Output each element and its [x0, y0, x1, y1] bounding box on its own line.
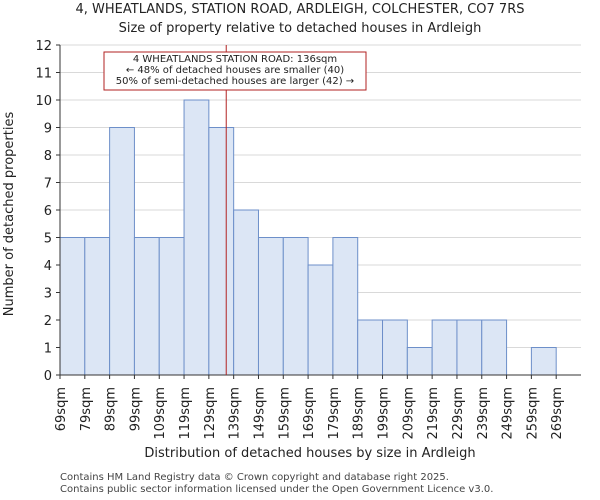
histogram-chart: 4, WHEATLANDS, STATION ROAD, ARDLEIGH, C…: [2, 2, 581, 460]
x-tick-label: 129sqm: [203, 387, 218, 440]
y-tick-label: 5: [44, 232, 52, 247]
bar-169sqm: [307, 264, 334, 376]
footer-copyright: Contains HM Land Registry data © Crown c…: [60, 472, 449, 483]
bar-179sqm: [332, 237, 359, 376]
bar-219sqm: [431, 319, 458, 376]
chart-subtitle: Size of property relative to detached ho…: [119, 21, 482, 36]
y-tick-label: 9: [44, 122, 52, 137]
bar-239sqm: [481, 319, 508, 376]
y-tick-label: 2: [44, 314, 52, 329]
x-tick-label: 199sqm: [377, 387, 392, 440]
bar-199sqm: [382, 319, 408, 376]
bar-259sqm: [530, 347, 557, 376]
bar-119sqm: [183, 99, 210, 376]
x-tick-label: 259sqm: [525, 387, 540, 440]
bar-159sqm: [282, 237, 309, 376]
bar-89sqm: [109, 127, 135, 376]
bar-79sqm: [84, 237, 111, 376]
y-tick-label: 3: [44, 287, 52, 302]
x-tick-label: 139sqm: [228, 387, 243, 440]
bar-129sqm: [208, 127, 235, 376]
bar-189sqm: [357, 319, 384, 376]
x-tick-label: 89sqm: [104, 387, 119, 431]
annotation-line-3: 50% of semi-detached houses are larger (…: [116, 76, 354, 87]
x-tick-label: 209sqm: [401, 387, 416, 440]
bar-99sqm: [133, 237, 160, 376]
x-tick-label: 159sqm: [277, 387, 292, 440]
x-tick-label: 119sqm: [178, 387, 193, 440]
x-tick-label: 99sqm: [128, 387, 143, 431]
y-tick-label: 8: [44, 149, 52, 164]
annotation-line-1: 4 WHEATLANDS STATION ROAD: 136sqm: [133, 54, 337, 65]
x-axis-label: Distribution of detached houses by size …: [144, 446, 475, 460]
y-tick-label: 0: [44, 369, 52, 384]
x-tick-label: 169sqm: [302, 387, 317, 440]
x-tick-label: 239sqm: [476, 387, 491, 440]
x-tick-label: 269sqm: [550, 387, 565, 440]
x-tick-label: 109sqm: [153, 387, 168, 440]
x-tick-label: 229sqm: [451, 387, 466, 440]
y-tick-label: 1: [44, 342, 52, 357]
x-tick-label: 179sqm: [327, 387, 342, 440]
bar-69sqm: [59, 237, 86, 376]
x-tick-label: 149sqm: [252, 387, 267, 440]
bar-209sqm: [406, 347, 433, 376]
x-tick-label: 79sqm: [79, 387, 94, 431]
y-tick-label: 6: [44, 204, 52, 219]
bar-149sqm: [257, 237, 284, 376]
y-tick-label: 7: [44, 177, 52, 192]
x-tick-label: 219sqm: [426, 387, 441, 440]
bar-139sqm: [233, 209, 259, 376]
y-tick-label: 12: [35, 39, 52, 54]
x-tick-label: 189sqm: [352, 387, 367, 440]
x-tick-label: 249sqm: [501, 387, 516, 440]
y-tick-label: 10: [35, 94, 52, 109]
y-axis-label: Number of detached properties: [2, 112, 17, 317]
y-tick-label: 11: [35, 67, 52, 82]
bar-109sqm: [158, 237, 185, 376]
footer-licence: Contains public sector information licen…: [60, 484, 494, 495]
annotation-line-2: ← 48% of detached houses are smaller (40…: [126, 65, 344, 76]
annotation-box: [103, 51, 367, 91]
y-tick-label: 4: [44, 259, 52, 274]
bar-229sqm: [456, 319, 483, 376]
x-tick-label: 69sqm: [54, 387, 69, 431]
chart-title: 4, WHEATLANDS, STATION ROAD, ARDLEIGH, C…: [76, 2, 525, 17]
